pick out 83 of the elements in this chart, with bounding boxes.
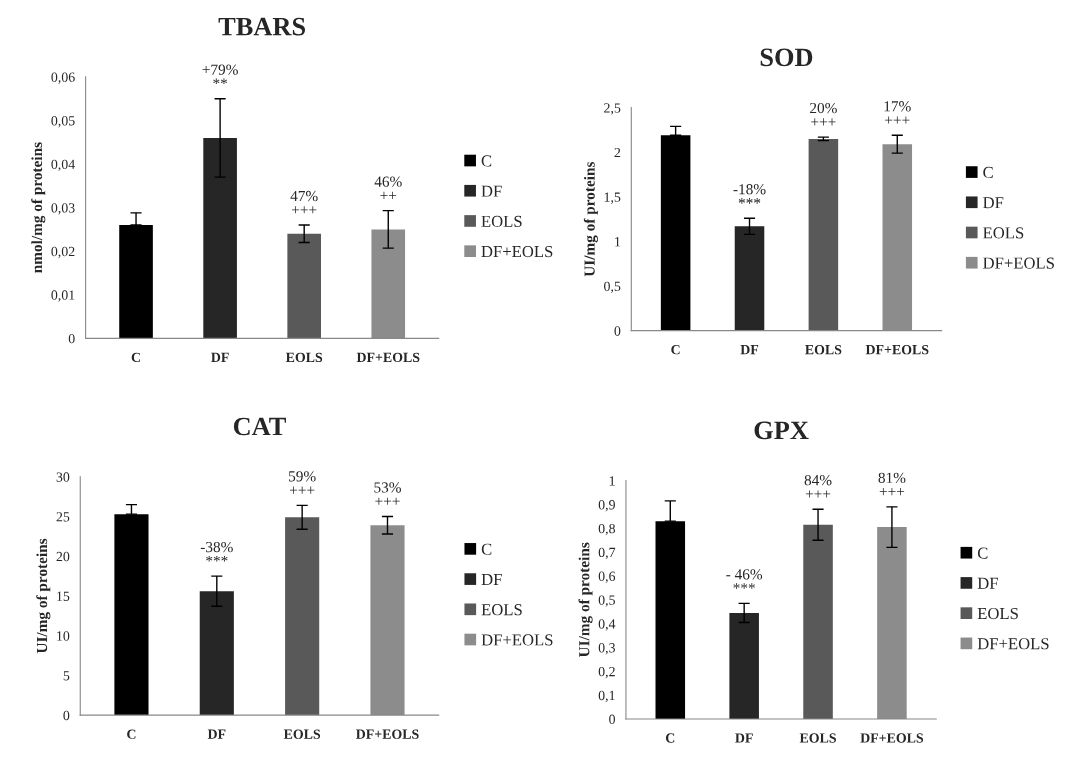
legend-label: DF <box>481 185 502 197</box>
x-tick-label: EOLS <box>805 345 842 355</box>
annotation: 47% +++ <box>290 190 318 214</box>
y-tick-label: 0,2 <box>598 666 615 679</box>
x-tick-label: C <box>665 733 675 743</box>
y-tick-label: 2 <box>614 147 621 158</box>
y-tick-label: 0 <box>68 333 75 344</box>
y-tick-label: 0 <box>614 326 621 336</box>
x-tick-label: DF <box>740 345 759 355</box>
annotation: 46% ++ <box>374 176 402 199</box>
y-tick-label: 15 <box>57 591 70 601</box>
x-tick-label: C <box>131 352 140 363</box>
y-tick-label: 0,06 <box>51 72 75 84</box>
x-tick-label: EOLS <box>285 352 323 363</box>
y-axis-title: UI/mg of proteins <box>583 161 598 277</box>
legend-label: EOLS <box>983 227 1024 239</box>
x-tick-label: DF+EOLS <box>865 345 929 355</box>
annotation: 20% +++ <box>810 102 837 126</box>
x-tick-label: C <box>671 345 680 355</box>
legend-label: DF+EOLS <box>983 257 1054 269</box>
y-tick-label: 0,7 <box>598 547 616 560</box>
y-tick-label: 0 <box>63 710 70 721</box>
y-tick-label: 0,05 <box>51 116 75 128</box>
x-tick-label: DF+EOLS <box>356 729 419 739</box>
y-tick-label: 0,6 <box>598 571 616 583</box>
chart-title: CAT <box>233 417 286 436</box>
y-tick-label: 1,5 <box>604 192 621 204</box>
y-tick-label: 1 <box>615 237 621 247</box>
y-tick-label: 20 <box>56 551 70 562</box>
legend-label: DF+EOLS <box>481 245 553 258</box>
annotation: 53% +++ <box>374 482 401 505</box>
annotation: 81% +++ <box>878 472 906 496</box>
y-tick-label: 0,3 <box>598 643 615 655</box>
x-tick-label: EOLS <box>799 733 836 743</box>
chart-title: SOD <box>760 48 813 67</box>
legend-label: C <box>983 166 993 179</box>
y-tick-label: 0,03 <box>51 203 75 215</box>
y-tick-label: 0,5 <box>604 281 621 294</box>
y-tick-label: 0,4 <box>598 619 616 631</box>
legend-label: DF+EOLS <box>481 634 553 646</box>
y-tick-label: 0 <box>609 714 615 724</box>
x-tick-label: C <box>127 729 136 739</box>
y-tick-label: 0,5 <box>598 595 615 607</box>
legend-label: C <box>977 547 988 559</box>
y-tick-label: 25 <box>56 512 70 522</box>
legend-label: EOLS <box>977 607 1018 620</box>
annotation: 84% +++ <box>804 475 832 498</box>
legend-label: DF <box>481 574 502 585</box>
y-tick-label: 0,01 <box>51 290 75 302</box>
y-tick-label: 0,1 <box>598 690 615 703</box>
x-tick-label: EOLS <box>283 729 321 739</box>
x-tick-label: DF+EOLS <box>860 733 924 743</box>
annotation: - 46% *** <box>726 569 763 589</box>
chart-title: GPX <box>754 421 809 440</box>
y-tick-label: 0,9 <box>598 500 615 512</box>
annotation: 17% +++ <box>884 101 911 124</box>
legend-label: EOLS <box>481 604 522 616</box>
x-tick-label: DF <box>207 729 226 739</box>
annotation: -18% *** <box>733 184 766 204</box>
legend-label: DF <box>977 577 998 589</box>
legend-label: DF <box>983 197 1004 209</box>
y-tick-label: 10 <box>57 631 70 641</box>
y-tick-label: 0,04 <box>51 159 75 172</box>
y-tick-label: 5 <box>63 671 70 681</box>
y-tick-label: 0,02 <box>51 246 75 259</box>
y-tick-label: 0,8 <box>598 523 615 536</box>
y-tick-label: 1 <box>609 476 615 486</box>
y-tick-label: 30 <box>56 472 70 482</box>
legend-label: C <box>481 543 492 555</box>
chart-title: TBARS <box>218 17 306 36</box>
x-tick-label: DF <box>735 733 753 743</box>
legend-label: C <box>481 155 492 167</box>
y-axis-title: UI/mg of proteins <box>578 542 593 658</box>
y-axis-title: UI/mg of proteins <box>36 538 51 654</box>
annotation: 59% +++ <box>289 471 316 494</box>
annotation: +79% ** <box>202 64 238 85</box>
y-axis-title: nmol/mg of proteins <box>31 142 46 273</box>
y-tick-label: 2,5 <box>604 103 621 115</box>
annotation: -38% *** <box>200 541 233 562</box>
x-tick-label: DF+EOLS <box>356 352 420 363</box>
legend-label: EOLS <box>481 215 522 227</box>
x-tick-label: DF <box>211 352 229 362</box>
legend-label: DF+EOLS <box>977 638 1049 650</box>
